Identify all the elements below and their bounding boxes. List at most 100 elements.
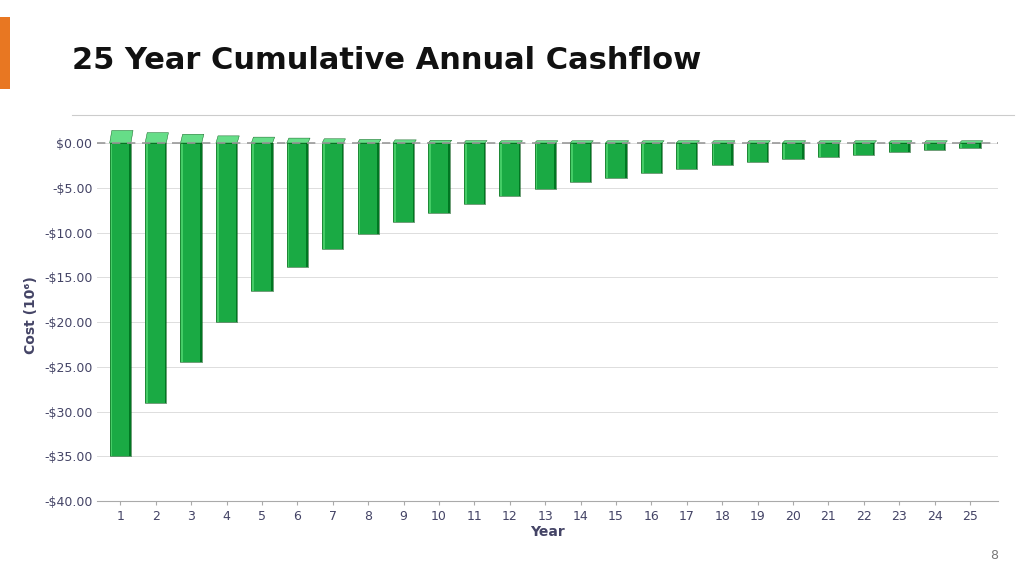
Bar xyxy=(853,143,874,155)
Bar xyxy=(962,143,979,147)
Bar xyxy=(393,143,414,222)
Bar xyxy=(464,143,467,204)
Bar xyxy=(643,143,660,173)
Bar xyxy=(625,143,627,178)
Bar xyxy=(165,143,166,403)
Polygon shape xyxy=(782,141,806,143)
Bar xyxy=(818,143,820,157)
Bar xyxy=(289,143,306,267)
Bar xyxy=(357,143,379,234)
Bar xyxy=(641,143,663,173)
Bar xyxy=(360,143,378,234)
Bar xyxy=(393,143,395,222)
Bar xyxy=(590,143,591,183)
Bar xyxy=(325,143,342,249)
Polygon shape xyxy=(570,141,593,143)
Bar xyxy=(818,143,839,157)
Polygon shape xyxy=(499,141,522,143)
Bar xyxy=(323,143,343,249)
Text: 8: 8 xyxy=(990,548,998,562)
Polygon shape xyxy=(676,141,699,143)
Bar xyxy=(782,143,785,159)
Bar xyxy=(802,143,804,159)
Polygon shape xyxy=(959,141,983,143)
Bar xyxy=(254,143,271,291)
Bar xyxy=(979,143,981,147)
Bar xyxy=(767,143,768,162)
Polygon shape xyxy=(641,141,665,143)
Text: 25 Year Cumulative Annual Cashflow: 25 Year Cumulative Annual Cashflow xyxy=(72,46,701,75)
Bar xyxy=(449,143,450,213)
Bar xyxy=(924,143,945,150)
Bar xyxy=(891,143,908,153)
Bar xyxy=(251,143,254,291)
Bar xyxy=(201,143,202,362)
Bar xyxy=(183,143,201,362)
Bar xyxy=(944,143,945,150)
Bar xyxy=(519,143,520,196)
Bar xyxy=(287,143,308,267)
Bar xyxy=(502,143,519,196)
Polygon shape xyxy=(357,139,381,143)
Bar xyxy=(483,143,485,204)
Bar xyxy=(535,143,538,189)
Bar xyxy=(110,143,131,456)
Polygon shape xyxy=(605,141,629,143)
Bar xyxy=(605,143,627,178)
Y-axis label: Cost (10⁶): Cost (10⁶) xyxy=(25,276,39,354)
Bar xyxy=(357,143,360,234)
Bar xyxy=(696,143,697,169)
Bar xyxy=(216,143,219,322)
Bar xyxy=(538,143,555,189)
Bar xyxy=(180,143,202,362)
Bar xyxy=(908,143,910,153)
Bar xyxy=(306,143,308,267)
Polygon shape xyxy=(535,141,558,143)
Polygon shape xyxy=(746,141,770,143)
Bar xyxy=(271,143,272,291)
Bar xyxy=(927,143,944,150)
Bar xyxy=(554,143,556,189)
Bar xyxy=(218,143,236,322)
Polygon shape xyxy=(428,140,452,143)
Bar xyxy=(712,143,715,165)
Bar xyxy=(251,143,272,291)
Polygon shape xyxy=(180,134,204,143)
Polygon shape xyxy=(464,141,487,143)
Bar xyxy=(431,143,449,213)
Bar xyxy=(873,143,874,155)
Bar xyxy=(428,143,431,213)
Bar xyxy=(820,143,838,157)
Bar xyxy=(342,143,343,249)
Bar xyxy=(712,143,733,165)
Bar xyxy=(180,143,183,362)
Polygon shape xyxy=(145,132,169,143)
Bar xyxy=(377,143,379,234)
Polygon shape xyxy=(853,141,877,143)
Polygon shape xyxy=(712,141,735,143)
Bar xyxy=(608,143,626,178)
Bar xyxy=(746,143,768,162)
Polygon shape xyxy=(251,137,274,143)
Bar xyxy=(785,143,803,159)
Bar xyxy=(746,143,750,162)
Polygon shape xyxy=(287,138,310,143)
X-axis label: Year: Year xyxy=(530,525,565,539)
Bar xyxy=(147,143,165,403)
Bar xyxy=(570,143,591,183)
Bar xyxy=(287,143,290,267)
Bar xyxy=(714,143,731,165)
Bar xyxy=(959,143,981,147)
Bar xyxy=(889,143,910,153)
Bar xyxy=(129,143,131,456)
Polygon shape xyxy=(393,140,417,143)
Bar xyxy=(323,143,325,249)
Bar xyxy=(428,143,450,213)
Bar xyxy=(676,143,697,169)
Bar xyxy=(676,143,679,169)
Polygon shape xyxy=(924,141,947,143)
Bar xyxy=(856,143,873,155)
Bar xyxy=(679,143,696,169)
Bar xyxy=(145,143,147,403)
Polygon shape xyxy=(323,139,345,143)
